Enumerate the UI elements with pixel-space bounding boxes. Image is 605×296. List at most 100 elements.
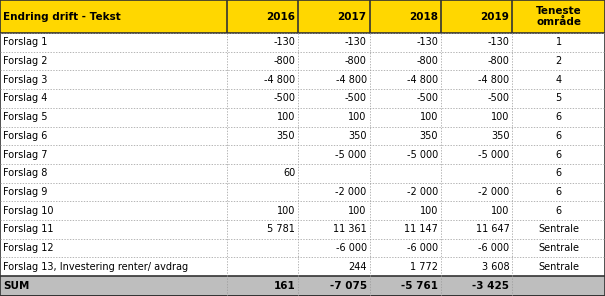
Bar	[370, 239, 441, 258]
Text: 1: 1	[555, 37, 562, 47]
Text: -2 000: -2 000	[478, 187, 509, 197]
Text: 2017: 2017	[338, 12, 367, 22]
Text: -6 000: -6 000	[479, 243, 509, 253]
Bar	[441, 276, 512, 296]
Text: Forslag 8: Forslag 8	[3, 168, 47, 178]
Bar	[512, 276, 605, 296]
Bar	[441, 52, 512, 70]
Bar	[370, 164, 441, 183]
Bar	[227, 52, 298, 70]
Text: -130: -130	[416, 37, 438, 47]
Bar	[227, 89, 298, 108]
Bar	[298, 127, 370, 145]
Bar	[512, 89, 605, 108]
Text: -3 425: -3 425	[473, 281, 509, 291]
Bar	[441, 220, 512, 239]
Text: 100: 100	[277, 112, 295, 122]
Text: -2 000: -2 000	[335, 187, 367, 197]
Text: 1 772: 1 772	[410, 262, 438, 272]
Bar	[227, 33, 298, 52]
Bar	[227, 127, 298, 145]
Text: SUM: SUM	[3, 281, 30, 291]
Text: -5 000: -5 000	[407, 149, 438, 160]
Text: Sentrale: Sentrale	[538, 243, 579, 253]
Text: Sentrale: Sentrale	[538, 262, 579, 272]
Bar	[227, 183, 298, 201]
Bar	[0, 52, 227, 70]
Bar	[227, 164, 298, 183]
Text: -500: -500	[416, 94, 438, 104]
Text: 2: 2	[555, 56, 562, 66]
Bar	[512, 127, 605, 145]
Text: Forslag 10: Forslag 10	[3, 206, 53, 216]
Text: -5 000: -5 000	[478, 149, 509, 160]
Bar	[441, 70, 512, 89]
Bar	[298, 70, 370, 89]
Text: 11 147: 11 147	[404, 224, 438, 234]
Bar	[0, 183, 227, 201]
Bar	[512, 183, 605, 201]
Text: 11 647: 11 647	[476, 224, 509, 234]
Text: -500: -500	[273, 94, 295, 104]
Bar	[370, 0, 441, 33]
Bar	[0, 220, 227, 239]
Text: 6: 6	[555, 168, 562, 178]
Bar	[512, 0, 605, 33]
Bar	[298, 145, 370, 164]
Bar	[298, 89, 370, 108]
Bar	[441, 164, 512, 183]
Text: -500: -500	[345, 94, 367, 104]
Text: -5 000: -5 000	[335, 149, 367, 160]
Bar	[370, 70, 441, 89]
Bar	[512, 70, 605, 89]
Bar	[370, 108, 441, 127]
Bar	[0, 145, 227, 164]
Bar	[298, 33, 370, 52]
Bar	[441, 239, 512, 258]
Text: -5 761: -5 761	[401, 281, 438, 291]
Bar	[0, 108, 227, 127]
Text: 100: 100	[420, 206, 438, 216]
Text: 3 608: 3 608	[482, 262, 509, 272]
Bar	[227, 201, 298, 220]
Text: 4: 4	[555, 75, 562, 85]
Bar	[512, 52, 605, 70]
Text: Forslag 6: Forslag 6	[3, 131, 47, 141]
Text: Teneste
område: Teneste område	[536, 6, 581, 27]
Bar	[298, 276, 370, 296]
Text: -4 800: -4 800	[479, 75, 509, 85]
Text: 11 361: 11 361	[333, 224, 367, 234]
Bar	[370, 258, 441, 276]
Text: -800: -800	[488, 56, 509, 66]
Text: -800: -800	[273, 56, 295, 66]
Text: -130: -130	[345, 37, 367, 47]
Text: 100: 100	[491, 206, 509, 216]
Text: 2019: 2019	[480, 12, 509, 22]
Text: Forslag 3: Forslag 3	[3, 75, 47, 85]
Bar	[298, 108, 370, 127]
Bar	[441, 145, 512, 164]
Text: 350: 350	[348, 131, 367, 141]
Text: 2016: 2016	[266, 12, 295, 22]
Text: 350: 350	[276, 131, 295, 141]
Text: -130: -130	[488, 37, 509, 47]
Text: 5: 5	[555, 94, 562, 104]
Bar	[298, 220, 370, 239]
Text: -4 800: -4 800	[336, 75, 367, 85]
Text: -4 800: -4 800	[264, 75, 295, 85]
Bar	[0, 127, 227, 145]
Text: 6: 6	[555, 131, 562, 141]
Text: 100: 100	[348, 206, 367, 216]
Text: 350: 350	[419, 131, 438, 141]
Text: -4 800: -4 800	[407, 75, 438, 85]
Text: Endring drift - Tekst: Endring drift - Tekst	[3, 12, 121, 22]
Bar	[298, 201, 370, 220]
Bar	[0, 258, 227, 276]
Text: 5 781: 5 781	[267, 224, 295, 234]
Bar	[512, 164, 605, 183]
Text: Sentrale: Sentrale	[538, 224, 579, 234]
Bar	[0, 164, 227, 183]
Text: 6: 6	[555, 149, 562, 160]
Bar	[0, 239, 227, 258]
Bar	[0, 89, 227, 108]
